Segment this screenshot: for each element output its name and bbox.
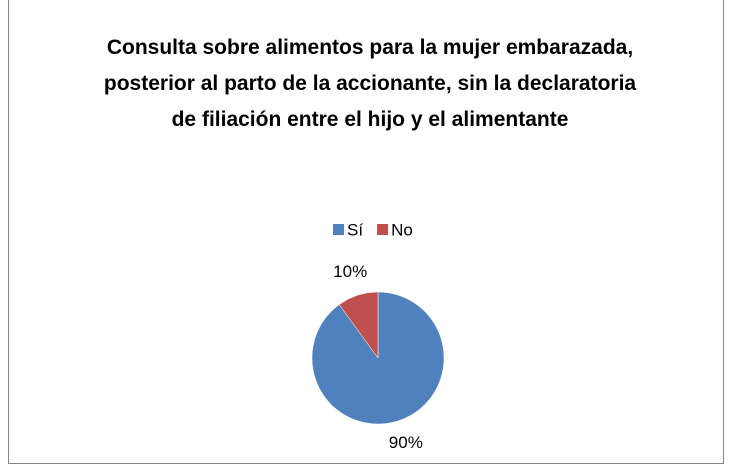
- legend-swatch: [333, 224, 344, 235]
- data-label: 90%: [389, 433, 423, 452]
- legend-swatch: [377, 224, 389, 235]
- chart-title: Consulta sobre alimentos para la mujer e…: [103, 36, 637, 131]
- legend-label: Sí: [347, 220, 363, 239]
- data-label: 10%: [333, 262, 367, 281]
- pie-slice: [338, 291, 379, 359]
- chart-frame: [8, 0, 724, 464]
- legend-label: No: [391, 220, 413, 239]
